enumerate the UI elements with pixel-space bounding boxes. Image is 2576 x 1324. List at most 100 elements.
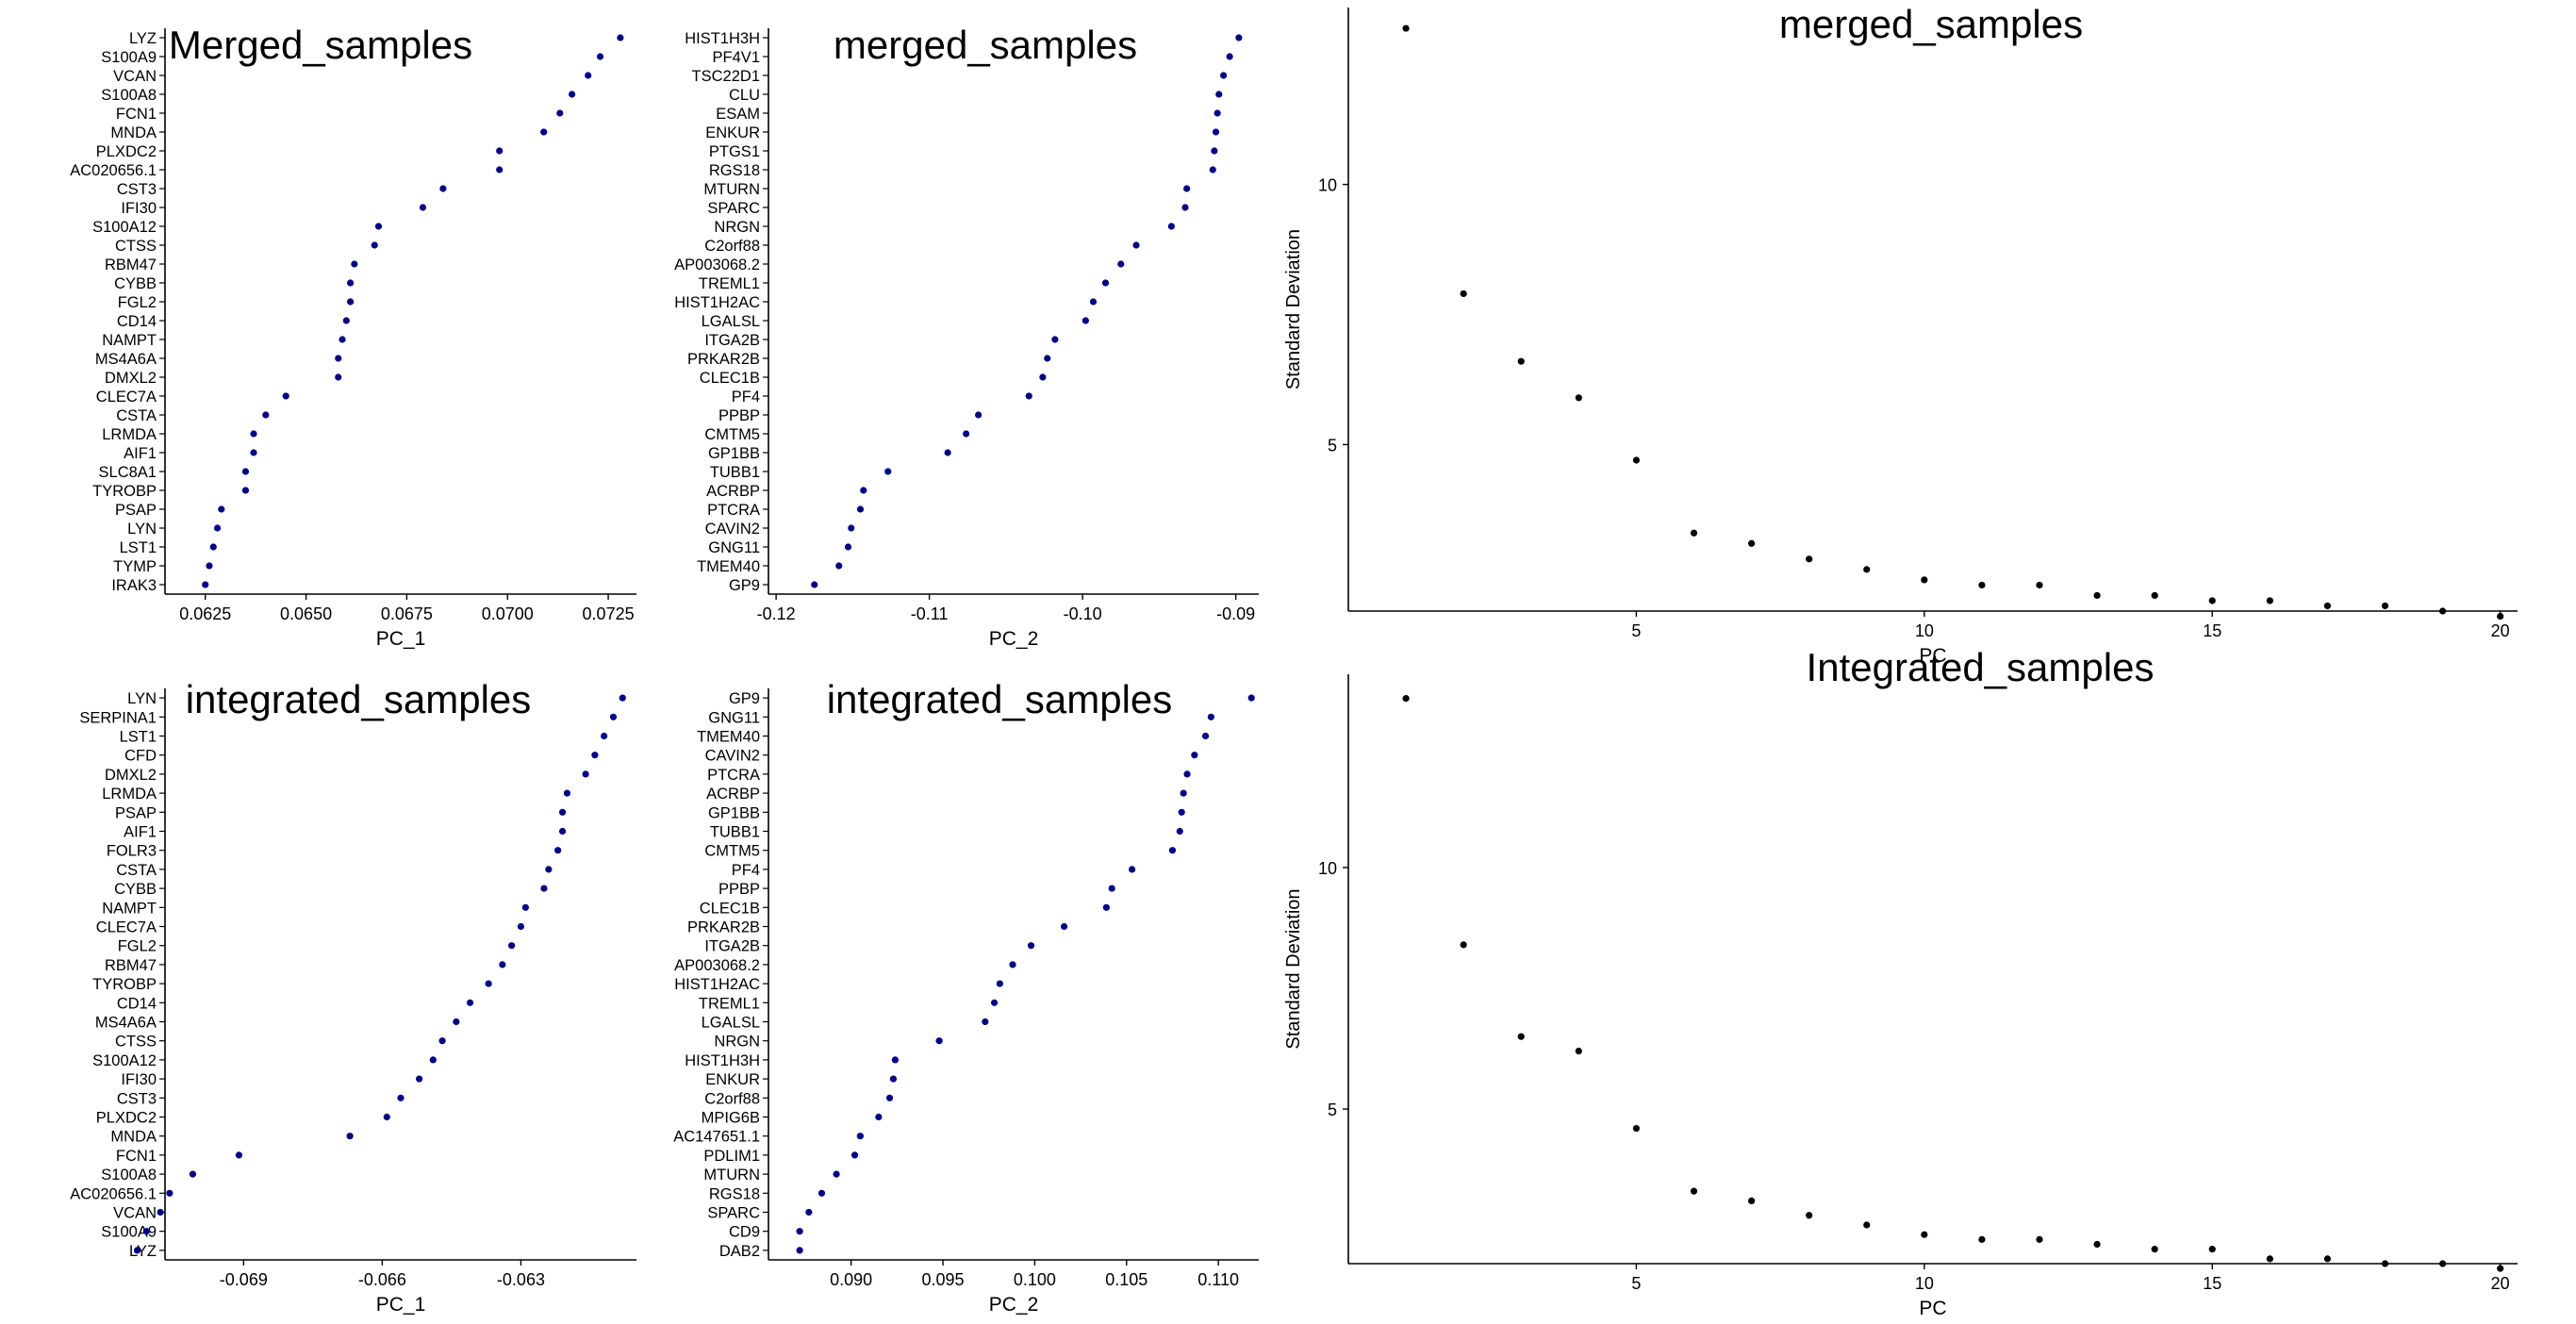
integrated-pc2-gene-label: PF4 xyxy=(732,862,760,879)
merged-pc1-point xyxy=(371,241,378,249)
integrated-pc2-gene-label: SPARC xyxy=(707,1205,760,1222)
merged-pc1-gene-label: LYZ xyxy=(129,30,157,47)
merged-elbow-y-label: Standard Deviation xyxy=(1283,229,1304,389)
integrated-pc2-gene-label: GP1BB xyxy=(708,804,760,821)
integrated-pc2-point xyxy=(1183,770,1191,778)
merged-elbow-point xyxy=(2497,612,2504,621)
merged-elbow-point xyxy=(1517,357,1525,365)
integrated-elbow-point xyxy=(1978,1235,1986,1243)
integrated-pc1-gene-label: CST3 xyxy=(117,1090,157,1107)
merged-pc2-gene-label: CLEC1B xyxy=(700,370,760,387)
merged-pc2-gene-label: PPBP xyxy=(718,407,760,424)
merged-elbow-point xyxy=(2381,602,2389,610)
integrated-pc2-point xyxy=(875,1113,883,1121)
integrated-elbow-x-tick-label: 15 xyxy=(2203,1274,2221,1293)
merged-pc2-point xyxy=(1209,166,1216,174)
integrated-pc1-gene-label: LYZ xyxy=(129,1243,157,1260)
integrated-pc1-point xyxy=(453,1018,460,1026)
integrated-pc2-point xyxy=(935,1037,943,1045)
integrated-elbow-point xyxy=(1632,1124,1641,1133)
merged-pc1-gene-label: CTSS xyxy=(115,238,157,255)
integrated-pc2-gene-label: HIST1H2AC xyxy=(674,976,760,993)
merged-pc1-gene-label: LRMDA xyxy=(102,426,157,443)
merged-pc2-point xyxy=(1215,91,1223,98)
integrated-pc1-gene-label: FCN1 xyxy=(116,1148,157,1165)
integrated-pc1-gene-label: S100A9 xyxy=(101,1224,157,1241)
integrated-pc1-point xyxy=(591,752,599,759)
integrated-pc2-point xyxy=(850,1151,859,1159)
integrated-pc2-gene-label: CD9 xyxy=(729,1224,760,1241)
integrated-pc1-point xyxy=(563,789,571,797)
merged-pc1-x-label: PC_1 xyxy=(376,628,426,650)
integrated-pc1-point xyxy=(416,1075,423,1083)
integrated-pc2-point xyxy=(805,1208,813,1216)
integrated-pc1-point xyxy=(438,1037,446,1045)
integrated-elbow-x-tick-label: 20 xyxy=(2491,1274,2510,1293)
merged-pc1-point xyxy=(262,411,270,419)
integrated-pc1-point xyxy=(499,961,506,968)
integrated-pc2-point xyxy=(990,999,999,1006)
merged-pc1-gene-label: FCN1 xyxy=(116,106,157,123)
merged-pc1-gene-label: S100A12 xyxy=(92,219,157,236)
integrated-pc1-point xyxy=(521,903,529,911)
integrated-pc1-gene-label: LRMDA xyxy=(102,786,157,803)
integrated-pc1-point xyxy=(517,922,525,931)
merged-pc1-point xyxy=(250,449,257,456)
merged-elbow-point xyxy=(2438,607,2447,615)
merged-pc2-x-tick-label: -0.10 xyxy=(1064,604,1102,623)
integrated-pc2-gene-label: C2orf88 xyxy=(704,1090,760,1107)
integrated-pc2-x-tick-label: 0.095 xyxy=(921,1270,964,1289)
merged-pc1-gene-label: IFI30 xyxy=(121,200,157,217)
integrated-pc1-point xyxy=(133,1247,141,1254)
integrated-pc2-gene-label: ITGA2B xyxy=(704,938,760,955)
merged-pc1-gene-label: MNDA xyxy=(110,124,157,141)
merged-pc1-point xyxy=(617,34,624,41)
merged-elbow-title: merged_samples xyxy=(1779,2,2083,46)
merged-pc1-point xyxy=(439,185,447,192)
merged-elbow-point xyxy=(1806,555,1813,563)
integrated-elbow-x-tick-label: 5 xyxy=(1631,1274,1641,1293)
integrated-pc1-point xyxy=(558,827,567,836)
merged-pc1-gene-label: S100A8 xyxy=(101,87,157,104)
integrated-pc2-gene-label: MPIG6B xyxy=(702,1110,760,1127)
integrated-elbow-point xyxy=(2497,1265,2504,1272)
integrated-pc1-point xyxy=(558,808,567,816)
integrated-pc1-gene-label: FGL2 xyxy=(118,938,157,955)
integrated-pc2-point xyxy=(1102,903,1110,911)
merged-pc1-gene-label: MS4A6A xyxy=(95,351,157,368)
merged-pc2-gene-label: PTCRA xyxy=(707,502,760,519)
integrated-elbow-point xyxy=(2323,1255,2332,1263)
integrated-pc1-point xyxy=(466,999,474,1006)
integrated-elbow-point xyxy=(2438,1260,2447,1267)
integrated-pc1-x-label: PC_1 xyxy=(376,1294,426,1316)
integrated-elbow-point xyxy=(2151,1246,2158,1253)
integrated-pc1-x-tick-label: -0.063 xyxy=(497,1270,545,1289)
merged-pc1-point xyxy=(335,373,342,381)
merged-elbow-point xyxy=(1921,576,1928,584)
merged-pc2-point xyxy=(1101,279,1110,287)
integrated-pc2-gene-label: NRGN xyxy=(714,1034,760,1051)
merged-pc1-x-tick-label: 0.0700 xyxy=(482,604,534,623)
integrated-pc2-point xyxy=(1207,713,1214,720)
merged-elbow-point xyxy=(1632,456,1641,464)
integrated-pc2-gene-label: RGS18 xyxy=(709,1185,760,1202)
merged-pc2-gene-label: ESAM xyxy=(716,106,760,123)
integrated-pc2-gene-label: PDLIM1 xyxy=(703,1148,760,1165)
merged-pc2-gene-label: CAVIN2 xyxy=(705,521,760,538)
integrated-pc2-point xyxy=(1168,847,1177,854)
integrated-pc1-gene-label: LYN xyxy=(127,690,157,707)
integrated-pc1-point xyxy=(609,713,618,720)
integrated-pc2-x-label: PC_2 xyxy=(989,1294,1039,1316)
merged-pc2-gene-label: ITGA2B xyxy=(704,332,760,349)
integrated-pc1-gene-label: S100A8 xyxy=(101,1167,157,1183)
merged-pc2-point xyxy=(811,581,818,588)
merged-elbow-panel: 5 10 15 20 PC 5 10 Standard Deviation merged_sam… xyxy=(1283,2,2518,667)
integrated-elbow-panel: 5 10 15 20 PC 5 10 Standard Deviation Integrated… xyxy=(1283,645,2518,1319)
merged-pc1-x-tick-label: 0.0725 xyxy=(583,604,635,623)
merged-pc2-gene-label: TUBB1 xyxy=(710,464,760,481)
integrated-pc2-x-tick-label: 0.105 xyxy=(1105,1270,1148,1289)
integrated-elbow-point xyxy=(1747,1197,1756,1205)
integrated-pc1-gene-label: RBM47 xyxy=(105,957,157,974)
merged-pc1-point xyxy=(351,260,358,268)
merged-pc1-point xyxy=(374,223,383,230)
